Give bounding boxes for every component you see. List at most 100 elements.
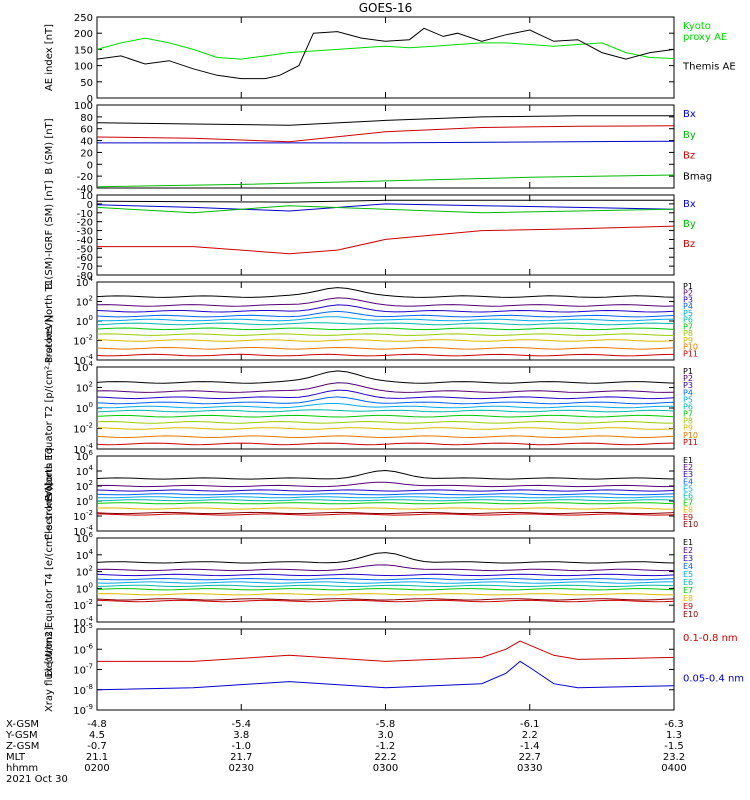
legend-entry: P11 [683,349,698,358]
x-axis-value: -5.8 [376,719,396,730]
y-tick-label: -30 [77,227,93,238]
series-line [96,513,675,516]
y-tick-label: 10-9 [73,703,93,717]
legend-entry: E5 [683,484,693,493]
y-tick-label: 100 [76,314,93,328]
y-tick-label: 50 [80,78,93,89]
legend-entry: P5 [683,309,693,318]
y-axis-label: B (SM) [nT] [44,118,55,174]
series-line [96,115,674,126]
x-axis-row-label: Y-GSM [5,730,38,741]
x-axis-value: 2.2 [522,730,538,741]
x-axis-value: 21.7 [230,752,252,763]
x-axis-value: -6.1 [520,719,540,730]
series-line [96,203,675,212]
series-line [96,502,675,505]
series-line [96,125,675,143]
series-line [96,353,675,357]
series-line [96,493,675,496]
x-axis-value: 1.3 [666,730,682,741]
legend-entry: P7 [683,410,693,419]
x-axis-row-label: X-GSM [6,719,39,730]
x-axis-value: 0200 [84,763,109,774]
y-tick-label: 10-6 [73,642,93,656]
legend-entry: E10 [683,610,698,619]
x-axis-row-label: hhmm [6,763,38,774]
legend-entry: E4 [683,562,693,571]
series-line [96,584,675,587]
y-tick-label: 10-7 [73,663,93,677]
y-tick-label: 20 [80,148,93,159]
y-tick-label: 106 [76,449,94,463]
y-axis-label: Protons North T1 [44,279,55,363]
x-axis-value: -1.4 [520,741,540,752]
series-line [96,304,675,313]
x-axis-value: 22.2 [374,752,396,763]
legend-entry: P10 [683,343,698,352]
legend-entry: E6 [683,492,693,501]
series-line [96,27,675,80]
y-tick-label: 100 [76,401,93,415]
legend-entry: Bx [683,199,696,210]
series-line [96,333,674,336]
series-line [96,389,675,400]
y-tick-label: 10 [80,191,93,202]
y-tick-label: 0 [87,160,93,171]
legend-entry: P8 [683,417,693,426]
y-tick-label: 0 [87,94,93,105]
y-axis-label: B (SM)-IGRF (SM) [nT] [44,180,55,289]
y-tick-label: 0 [87,200,93,211]
legend-entry: E9 [683,602,693,611]
legend-entry: By [683,219,696,230]
series-line [96,660,675,691]
series-line [96,370,675,384]
panel-frame [96,104,675,189]
series-line [96,435,675,439]
x-axis-value: -4.8 [87,719,107,730]
y-tick-label: 60 [80,125,93,136]
x-axis-value: 0330 [517,763,542,774]
series-line [96,442,675,446]
y-tick-label: 102 [76,381,93,395]
y-tick-label: 104 [76,464,94,478]
legend-entry: P9 [683,336,693,345]
y-axis-label: Electrons Equator T4 [e/(cm²-s-sr-keV)] [44,482,55,677]
y-axis-label: Electrons North T3 [44,447,55,540]
x-axis-row-label: MLT [6,752,26,763]
series-line [96,339,675,342]
x-axis-value: 0300 [373,763,398,774]
series-line [96,382,675,393]
series-line [96,409,675,413]
y-tick-label: 106 [76,531,94,545]
series-line [97,140,675,144]
panel-frame [96,16,675,99]
series-line [96,469,675,480]
series-line [96,588,675,591]
legend-entry: P9 [683,424,693,433]
x-axis-value: 3.8 [233,730,249,741]
x-axis-value: 3.0 [378,730,394,741]
series-line [96,552,675,564]
y-tick-label: -10 [77,209,93,220]
legend-entry: E4 [683,477,693,486]
series-line [96,297,675,307]
legend-entry: Themis AE [682,62,736,73]
y-tick-label: 102 [76,565,93,579]
legend-entry: proxy AE [683,32,727,43]
panel-frame [96,628,675,711]
x-axis-value: 23.2 [663,752,685,763]
x-axis-value: 0230 [229,763,254,774]
y-tick-label: -70 [77,262,93,273]
legend-entry: P6 [683,402,693,411]
series-line [97,640,675,662]
legend-entry: E6 [683,578,693,587]
series-line [96,481,675,488]
x-axis-value: -6.3 [664,719,684,730]
series-line [96,427,675,430]
legend-entry: P3 [683,295,693,304]
y-axis-label: Xray flux [W/m2] [44,627,55,712]
y-tick-label: 100 [74,101,93,112]
x-axis-value: -5.4 [231,719,251,730]
legend-entry: E1 [683,456,693,465]
